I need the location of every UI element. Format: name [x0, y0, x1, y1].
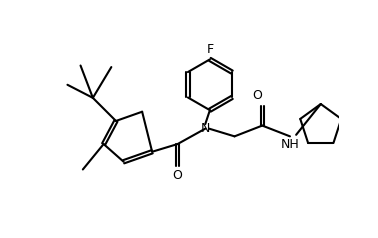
Text: O: O	[253, 89, 263, 103]
Text: N: N	[201, 122, 210, 135]
Text: F: F	[206, 43, 214, 55]
Text: NH: NH	[280, 138, 299, 151]
Text: O: O	[173, 169, 183, 183]
